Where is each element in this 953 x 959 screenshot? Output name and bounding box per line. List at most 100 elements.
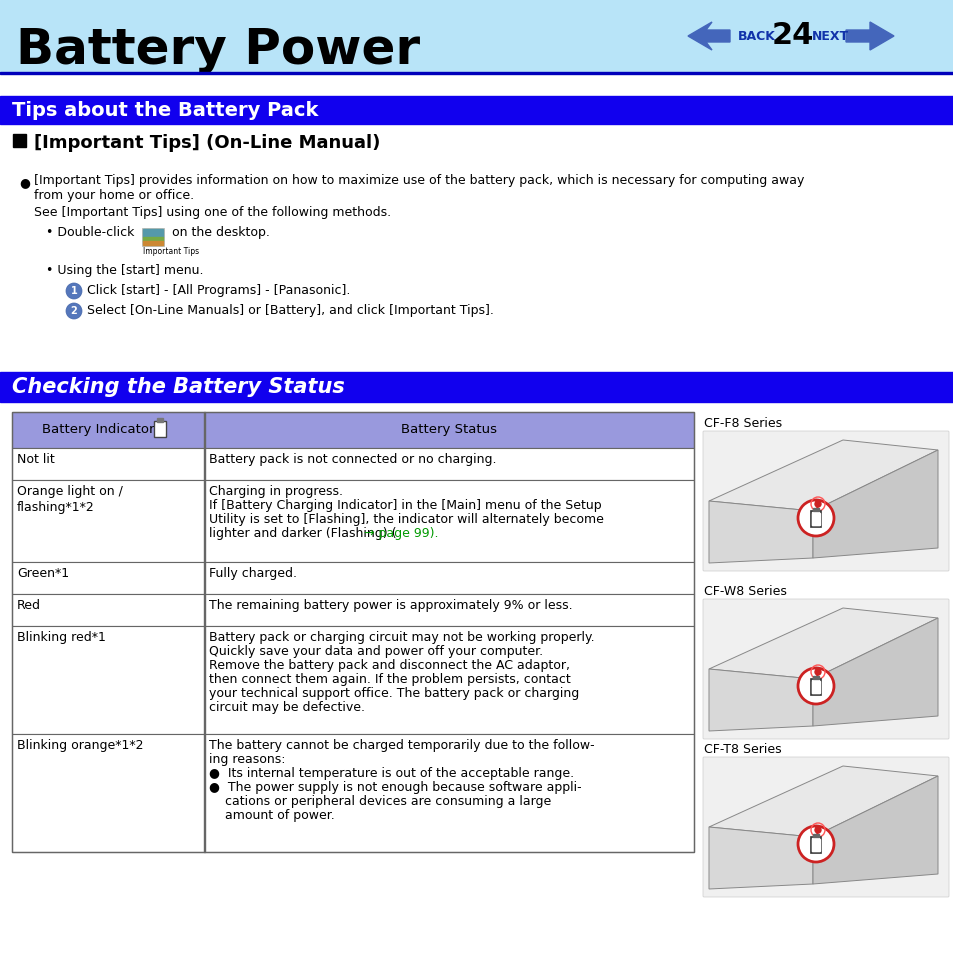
Text: from your home or office.: from your home or office.: [34, 189, 193, 202]
Circle shape: [814, 669, 821, 675]
Circle shape: [797, 826, 833, 862]
Bar: [143, 237, 163, 241]
Text: on the desktop.: on the desktop.: [168, 226, 270, 239]
Polygon shape: [708, 440, 937, 511]
Bar: [12, 480, 693, 562]
Text: ●  Its internal temperature is out of the acceptable range.: ● Its internal temperature is out of the…: [209, 767, 574, 780]
Text: ●  The power supply is not enough because software appli-: ● The power supply is not enough because…: [209, 781, 581, 794]
Bar: [12, 448, 693, 480]
Text: Orange light on /
flashing*1*2: Orange light on / flashing*1*2: [17, 485, 123, 514]
Bar: [153, 421, 166, 437]
Text: Select [On-Line Manuals] or [Battery], and click [Important Tips].: Select [On-Line Manuals] or [Battery], a…: [87, 304, 494, 317]
Text: See [Important Tips] using one of the following methods.: See [Important Tips] using one of the fo…: [34, 206, 391, 219]
FancyBboxPatch shape: [702, 599, 948, 739]
Text: Blinking red*1: Blinking red*1: [17, 631, 106, 644]
Text: Quickly save your data and power off your computer.: Quickly save your data and power off you…: [209, 645, 542, 658]
Bar: [204, 626, 205, 734]
Polygon shape: [708, 827, 812, 889]
Polygon shape: [687, 22, 729, 50]
Text: then connect them again. If the problem persists, contact: then connect them again. If the problem …: [209, 673, 570, 686]
Text: Remove the battery pack and disconnect the AC adaptor,: Remove the battery pack and disconnect t…: [209, 659, 569, 672]
Text: circuit may be defective.: circuit may be defective.: [209, 701, 365, 714]
Bar: [204, 594, 205, 626]
Bar: [12, 734, 693, 852]
Text: Important Tips: Important Tips: [143, 247, 199, 256]
Bar: [812, 676, 818, 679]
Text: • Double-click: • Double-click: [46, 226, 134, 239]
Text: Click [start] - [All Programs] - [Panasonic].: Click [start] - [All Programs] - [Panaso…: [87, 284, 350, 297]
Text: Tips about the Battery Pack: Tips about the Battery Pack: [12, 101, 318, 120]
Text: cations or peripheral devices are consuming a large: cations or peripheral devices are consum…: [209, 795, 551, 808]
Circle shape: [66, 283, 82, 299]
Bar: [12, 562, 693, 594]
Text: Red: Red: [17, 599, 41, 612]
Text: The battery cannot be charged temporarily due to the follow-: The battery cannot be charged temporaril…: [209, 739, 594, 752]
Text: CF-W8 Series: CF-W8 Series: [703, 585, 786, 598]
Bar: [811, 681, 820, 693]
Circle shape: [814, 501, 821, 507]
Text: Battery pack or charging circuit may not be working properly.: Battery pack or charging circuit may not…: [209, 631, 594, 644]
Circle shape: [797, 668, 833, 704]
Bar: [142, 228, 164, 246]
Text: BACK: BACK: [738, 30, 775, 42]
Text: Blinking orange*1*2: Blinking orange*1*2: [17, 739, 143, 752]
Polygon shape: [812, 450, 937, 558]
Bar: [13, 134, 26, 147]
Text: Battery pack is not connected or no charging.: Battery pack is not connected or no char…: [209, 453, 496, 466]
Bar: [0, 0, 953, 72]
Text: Battery Indicator: Battery Indicator: [42, 424, 154, 436]
Bar: [157, 418, 163, 422]
Bar: [812, 508, 818, 511]
Bar: [0, 96, 953, 124]
Bar: [143, 229, 163, 237]
Bar: [204, 480, 205, 562]
Bar: [810, 837, 821, 853]
Text: Fully charged.: Fully charged.: [209, 567, 296, 580]
Text: ●: ●: [19, 176, 30, 189]
Bar: [156, 425, 164, 433]
Text: CF-T8 Series: CF-T8 Series: [703, 743, 781, 756]
Bar: [204, 562, 205, 594]
Text: → page 99).: → page 99).: [364, 527, 438, 540]
Text: 1: 1: [71, 286, 77, 296]
Polygon shape: [845, 22, 893, 50]
Bar: [12, 626, 693, 734]
Text: Battery Power: Battery Power: [16, 26, 419, 74]
Bar: [12, 412, 693, 448]
Text: Battery Status: Battery Status: [400, 424, 497, 436]
Text: CF-F8 Series: CF-F8 Series: [703, 417, 781, 430]
Polygon shape: [708, 501, 812, 563]
Circle shape: [797, 500, 833, 536]
Bar: [204, 448, 205, 480]
Text: If [Battery Charging Indicator] in the [Main] menu of the Setup: If [Battery Charging Indicator] in the […: [209, 499, 601, 512]
Text: Not lit: Not lit: [17, 453, 54, 466]
Bar: [812, 834, 818, 837]
Text: Charging in progress.: Charging in progress.: [209, 485, 343, 498]
Bar: [811, 839, 820, 851]
Bar: [811, 513, 820, 525]
Text: [Important Tips] provides information on how to maximize use of the battery pack: [Important Tips] provides information on…: [34, 174, 803, 187]
Bar: [0, 372, 953, 402]
FancyBboxPatch shape: [702, 431, 948, 571]
Bar: [204, 412, 205, 448]
Polygon shape: [708, 766, 937, 837]
Polygon shape: [708, 669, 812, 731]
Text: Green*1: Green*1: [17, 567, 69, 580]
Bar: [12, 412, 693, 852]
Polygon shape: [812, 618, 937, 726]
Circle shape: [66, 303, 82, 319]
Bar: [810, 511, 821, 527]
Polygon shape: [708, 608, 937, 679]
FancyBboxPatch shape: [702, 757, 948, 897]
Text: your technical support office. The battery pack or charging: your technical support office. The batte…: [209, 687, 578, 700]
Bar: [0, 72, 953, 74]
Circle shape: [814, 827, 821, 833]
Text: Checking the Battery Status: Checking the Battery Status: [12, 377, 344, 397]
Polygon shape: [812, 776, 937, 884]
Text: lighter and darker (Flashing) (: lighter and darker (Flashing) (: [209, 527, 396, 540]
Text: ing reasons:: ing reasons:: [209, 753, 285, 766]
Bar: [143, 241, 163, 245]
Text: NEXT: NEXT: [811, 30, 848, 42]
Text: The remaining battery power is approximately 9% or less.: The remaining battery power is approxima…: [209, 599, 572, 612]
Text: 2: 2: [71, 306, 77, 316]
